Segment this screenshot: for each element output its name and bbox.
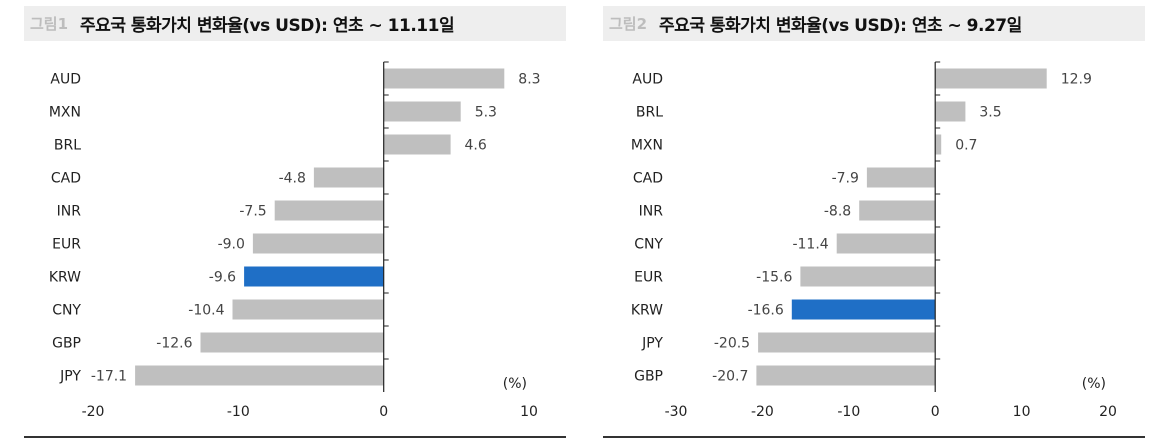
figure-tag: 그림2 [609, 15, 648, 33]
bar-aud [935, 68, 1047, 89]
bar-inr [859, 200, 936, 221]
bar-jpy [758, 332, 936, 353]
category-label-mxn: MXN [49, 105, 81, 121]
bar-cad [866, 167, 936, 188]
category-label-gbp: GBP [634, 369, 663, 385]
chart-title: 주요국 통화가치 변화율(vs USD): 연초 ~ 11.11일 [80, 16, 455, 36]
data-label-cny: -10.4 [188, 303, 224, 319]
x-tick-label: -10 [227, 404, 250, 420]
data-label-gbp: -20.7 [712, 369, 748, 385]
category-label-gbp: GBP [52, 336, 81, 352]
unit-label: (%) [1082, 376, 1106, 392]
chart-panel-2: 그림2 주요국 통화가치 변화율(vs USD): 연초 ~ 9.27일 AUD… [603, 0, 1165, 445]
category-label-krw: KRW [49, 270, 81, 286]
data-label-brl: 4.6 [465, 138, 487, 154]
category-label-aud: AUD [632, 72, 663, 88]
bar-cny [232, 299, 384, 320]
bar-gbp [756, 365, 936, 386]
category-label-brl: BRL [54, 138, 81, 154]
data-label-mxn: 5.3 [475, 105, 497, 121]
bar-krw [244, 266, 384, 287]
category-label-cny: CNY [634, 237, 663, 253]
x-tick-label: -30 [665, 404, 688, 420]
x-tick-label: 10 [520, 404, 538, 420]
data-label-cad: -4.8 [279, 171, 306, 187]
data-label-aud: 12.9 [1061, 72, 1092, 88]
x-tick-label: 0 [931, 404, 940, 420]
bar-gbp [200, 332, 384, 353]
category-label-inr: INR [57, 204, 82, 220]
bar-aud [383, 68, 505, 89]
category-label-cny: CNY [52, 303, 81, 319]
x-tick-label: -10 [837, 404, 860, 420]
bar-cny [836, 233, 936, 254]
bar-brl [935, 101, 966, 122]
data-label-gbp: -12.6 [156, 336, 192, 352]
category-label-jpy: JPY [641, 336, 663, 352]
category-label-krw: KRW [631, 303, 663, 319]
bar-chart-2: AUD 12.9 BRL 3.5 MXN 0.7 CAD -7.9 INR -8.8 CNY -11.… [631, 61, 1117, 420]
bar-cad [313, 167, 384, 188]
figure-tag: 그림1 [30, 15, 69, 33]
data-label-cad: -7.9 [832, 171, 859, 187]
chart-title-bar: 그림2 주요국 통화가치 변화율(vs USD): 연초 ~ 9.27일 [603, 6, 1145, 41]
bar-brl [383, 134, 451, 155]
category-label-jpy: JPY [59, 369, 81, 385]
data-label-krw: -16.6 [748, 303, 784, 319]
bar-eur [800, 266, 936, 287]
category-label-cad: CAD [633, 171, 663, 187]
bar-mxn [935, 134, 942, 155]
bar-jpy [135, 365, 384, 386]
category-label-eur: EUR [634, 270, 663, 286]
data-label-inr: -7.5 [239, 204, 266, 220]
data-label-eur: -9.0 [218, 237, 245, 253]
category-label-brl: BRL [636, 105, 663, 121]
category-label-cad: CAD [51, 171, 81, 187]
data-label-eur: -15.6 [756, 270, 792, 286]
bar-inr [274, 200, 384, 221]
x-tick-label: -20 [82, 404, 105, 420]
category-label-eur: EUR [52, 237, 81, 253]
bar-eur [252, 233, 384, 254]
divider-line [603, 436, 1145, 438]
category-label-mxn: MXN [631, 138, 663, 154]
x-tick-label: 10 [1013, 404, 1031, 420]
data-label-inr: -8.8 [824, 204, 851, 220]
chart-panel-1: 그림1 주요국 통화가치 변화율(vs USD): 연초 ~ 11.11일 AU… [24, 0, 589, 445]
bar-krw [791, 299, 936, 320]
bar-chart-1: AUD 8.3 MXN 5.3 BRL 4.6 CAD -4.8 INR -7.5 EUR -9.0 K… [49, 61, 541, 420]
data-label-cny: -11.4 [792, 237, 828, 253]
data-label-jpy: -20.5 [714, 336, 750, 352]
x-tick-label: -20 [751, 404, 774, 420]
data-label-aud: 8.3 [518, 72, 540, 88]
data-label-jpy: -17.1 [91, 369, 127, 385]
x-tick-label: 0 [379, 404, 388, 420]
bar-mxn [383, 101, 461, 122]
category-label-aud: AUD [50, 72, 81, 88]
chart-title-bar: 그림1 주요국 통화가치 변화율(vs USD): 연초 ~ 11.11일 [24, 6, 566, 41]
divider-line [24, 436, 566, 438]
x-tick-label: 20 [1099, 404, 1117, 420]
chart-title: 주요국 통화가치 변화율(vs USD): 연초 ~ 9.27일 [659, 16, 1022, 36]
unit-label: (%) [503, 376, 527, 392]
data-label-mxn: 0.7 [955, 138, 977, 154]
data-label-krw: -9.6 [209, 270, 236, 286]
data-label-brl: 3.5 [979, 105, 1001, 121]
category-label-inr: INR [639, 204, 664, 220]
